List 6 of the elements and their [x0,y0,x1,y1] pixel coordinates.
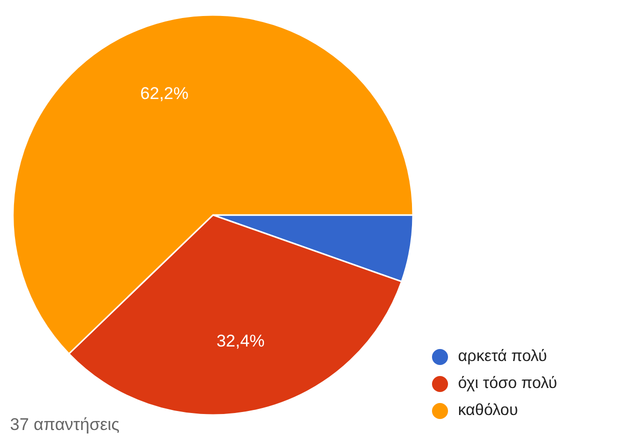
legend-label: όχι τόσο πολύ [458,375,558,392]
legend-label: καθόλου [458,402,518,420]
data-label: 62,2% [140,84,188,103]
legend-label: αρκετά πολύ [458,348,548,366]
data-label: 32,4% [216,332,265,351]
text: 37 απαντήσεις [10,415,120,434]
